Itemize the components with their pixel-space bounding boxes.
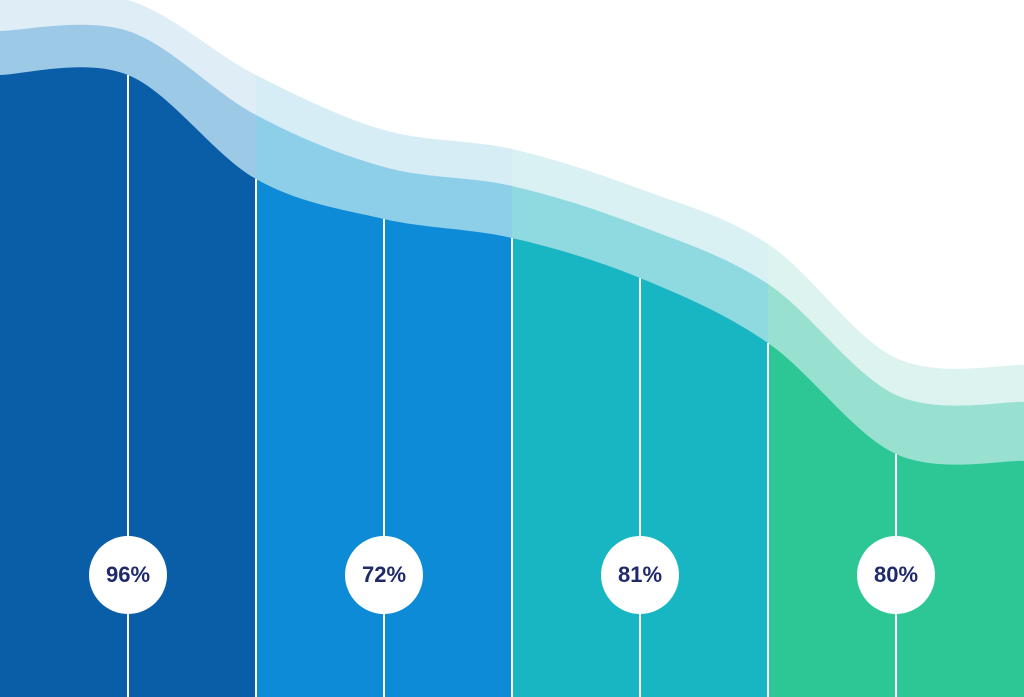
layer-base-seg-3 — [384, 219, 512, 697]
layer-base-seg-2 — [256, 179, 384, 697]
marker-badge: 81% — [601, 536, 679, 614]
layer-base-seg-4 — [512, 238, 640, 697]
funnel-chart: 96% 72% 81% 80% — [0, 0, 1024, 697]
marker-badge: 80% — [857, 536, 935, 614]
marker-divider — [511, 238, 513, 697]
marker-badge: 96% — [89, 536, 167, 614]
marker-badge: 72% — [345, 536, 423, 614]
marker-divider — [255, 179, 257, 697]
marker-divider — [383, 219, 385, 697]
marker-divider — [767, 343, 769, 697]
marker-divider — [639, 278, 641, 697]
layer-base-seg-5 — [640, 278, 768, 697]
